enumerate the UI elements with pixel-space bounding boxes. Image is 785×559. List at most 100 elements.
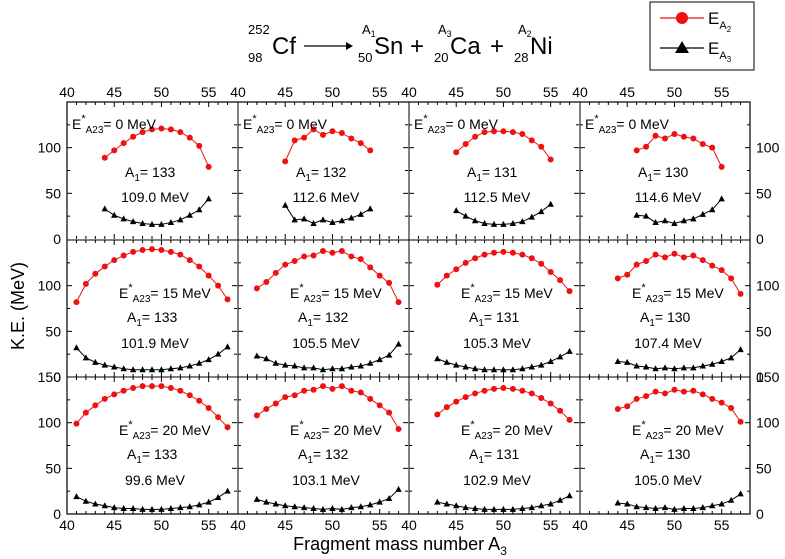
- data-point-ea3: [642, 504, 650, 511]
- panel-1-0: E*A23= 15 MeV A1= 133 101.9 MeV: [73, 246, 231, 373]
- x-tick-label-bottom: 45: [448, 517, 464, 533]
- product2-symbol: Ca: [450, 33, 481, 60]
- data-point-ea2: [73, 420, 80, 427]
- data-point-ea3: [329, 505, 336, 512]
- data-point-ea2: [282, 394, 289, 401]
- data-point-ea2: [320, 247, 326, 254]
- data-point-ea3: [158, 366, 165, 373]
- data-point-ea3: [633, 211, 640, 218]
- series-line-ea3: [104, 198, 210, 225]
- excitation-energy-label: E*A23= 15 MeV: [632, 282, 724, 305]
- data-point-ea2: [253, 285, 260, 292]
- panel-ticks: [238, 377, 408, 514]
- data-point-ea3: [282, 502, 289, 509]
- data-point-ea3: [680, 217, 688, 224]
- data-point-ea2: [186, 257, 193, 264]
- data-point-ea2: [92, 270, 99, 277]
- data-point-ea3: [148, 505, 156, 512]
- data-point-ea3: [490, 505, 498, 512]
- x-tick-label-top: 40: [572, 84, 588, 100]
- data-point-ea2: [73, 299, 80, 306]
- data-point-ea2: [481, 387, 488, 394]
- data-point-ea2: [699, 391, 706, 398]
- data-point-ea3: [718, 500, 725, 507]
- data-point-ea2: [177, 129, 184, 136]
- data-point-ea3: [737, 490, 744, 497]
- data-point-ea3: [500, 220, 507, 227]
- data-point-ea3: [709, 206, 716, 213]
- data-point-ea2: [690, 135, 697, 142]
- data-point-ea3: [395, 340, 402, 347]
- data-point-ea2: [472, 133, 479, 140]
- legend-entry-ea3: EA3: [660, 39, 732, 64]
- data-point-ea2: [652, 251, 659, 258]
- data-point-ea2: [149, 126, 155, 133]
- data-point-ea3: [120, 215, 127, 222]
- data-point-ea2: [528, 137, 535, 144]
- data-point-ea3: [481, 505, 488, 512]
- series-line-ea2: [636, 133, 723, 168]
- data-point-ea3: [357, 210, 364, 217]
- data-point-ea3: [652, 505, 659, 512]
- data-point-ea3: [101, 502, 108, 509]
- data-point-ea2: [82, 280, 89, 287]
- data-point-ea2: [718, 163, 725, 170]
- data-point-ea2: [215, 282, 222, 289]
- data-point-ea2: [462, 259, 469, 266]
- data-point-ea3: [310, 364, 317, 371]
- data-point-ea2: [519, 251, 526, 258]
- data-point-ea3: [709, 360, 716, 367]
- panel-0-1: E*A23= 0 MeV A1= 132 112.6 MeV: [243, 113, 374, 226]
- a1-label: A1= 130: [638, 164, 689, 184]
- data-point-ea3: [224, 343, 231, 350]
- x-axis-title: Fragment mass number A3: [293, 534, 507, 558]
- data-point-ea3: [129, 505, 137, 512]
- data-point-ea2: [139, 129, 146, 136]
- data-point-ea3: [509, 505, 517, 512]
- data-point-ea3: [272, 500, 279, 507]
- series-line-ea2: [617, 389, 741, 423]
- data-point-ea2: [434, 411, 441, 418]
- y-axis-title: K.E. (MeV): [8, 262, 28, 350]
- excitation-energy-label: E*A23= 0 MeV: [243, 113, 328, 136]
- a1-label: A1= 131: [467, 164, 518, 184]
- data-point-ea2: [82, 409, 89, 416]
- data-point-ea2: [167, 248, 174, 255]
- data-point-ea2: [633, 395, 640, 402]
- data-point-ea3: [348, 504, 355, 511]
- data-point-ea3: [481, 219, 488, 226]
- data-point-ea2: [718, 267, 725, 274]
- panel-ticks: [67, 240, 237, 377]
- data-point-ea3: [329, 219, 336, 226]
- data-point-ea2: [101, 395, 108, 402]
- data-point-ea3: [385, 351, 393, 358]
- data-point-ea3: [462, 504, 469, 511]
- y-tick-label-right: 100: [756, 140, 780, 156]
- data-point-ea3: [453, 502, 460, 509]
- q-value-label: 105.0 MeV: [634, 472, 702, 488]
- data-point-ea2: [662, 390, 668, 397]
- target-mass-number: 252: [248, 22, 270, 37]
- data-point-ea2: [111, 147, 118, 154]
- data-point-ea2: [158, 383, 165, 390]
- data-point-ea3: [167, 505, 175, 512]
- data-point-ea2: [453, 266, 460, 273]
- data-point-ea2: [624, 403, 631, 410]
- data-point-ea2: [158, 125, 165, 132]
- data-point-ea3: [462, 212, 469, 219]
- data-point-ea2: [111, 391, 118, 398]
- data-point-ea3: [129, 218, 137, 225]
- data-point-ea3: [680, 505, 688, 512]
- data-point-ea2: [92, 402, 99, 409]
- data-point-ea3: [177, 504, 184, 511]
- data-point-ea2: [357, 389, 364, 396]
- data-point-ea3: [167, 219, 175, 226]
- data-point-ea2: [500, 128, 507, 135]
- y-tick-label-left: 50: [45, 185, 61, 201]
- data-point-ea3: [624, 500, 631, 507]
- panel-2-1: E*A23= 20 MeV A1= 132 103.1 MeV: [253, 383, 402, 512]
- data-point-ea2: [566, 416, 573, 423]
- data-point-ea2: [690, 252, 697, 259]
- x-tick-label-top: 50: [496, 84, 512, 100]
- data-point-ea2: [633, 147, 640, 154]
